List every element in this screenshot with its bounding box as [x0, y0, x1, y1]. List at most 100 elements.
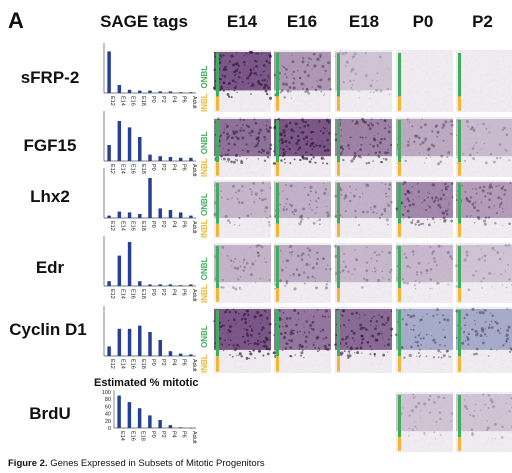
inbl-label: INBL [200, 219, 209, 238]
onbl-layer-bar [337, 246, 340, 288]
bar-p0 [148, 90, 152, 93]
tick-label-e16: E16 [130, 289, 136, 299]
bar-e16 [127, 89, 132, 93]
inbl-layer-bar [216, 288, 219, 302]
bar-e14 [117, 328, 122, 356]
tissue-texture [456, 50, 512, 112]
tick-label-e18: E18 [140, 431, 146, 441]
tissue-texture [214, 180, 271, 238]
bar-e16 [127, 127, 132, 161]
tissue-texture [396, 117, 453, 177]
micrograph-4-0 [213, 307, 272, 373]
bar-e16 [127, 402, 132, 428]
y-tick-label: 20 [105, 419, 111, 425]
bar-e16 [127, 242, 132, 286]
tick-label-p6: P6 [181, 431, 187, 438]
bar-adult [189, 157, 193, 161]
tick-label-p2: P2 [160, 221, 166, 228]
inbl-layer-bar [216, 223, 219, 237]
bar-e18 [137, 408, 142, 428]
inbl-layer-bar [276, 96, 279, 111]
bar-p6 [178, 353, 183, 356]
tissue-texture [396, 307, 453, 373]
inbl-label: INBL [200, 354, 209, 373]
tick-label-p4: P4 [170, 164, 176, 171]
caption-text: Genes Expressed in Subsets of Mitotic Pr… [47, 458, 265, 469]
bar-adult [189, 284, 193, 286]
onbl-layer-bar [276, 183, 279, 224]
inbl-layer-bar [398, 288, 401, 302]
tick-label-e12: E12 [109, 164, 115, 174]
bar-p6 [178, 157, 183, 161]
bar-e14 [117, 121, 122, 161]
micrograph-0-1 [273, 50, 332, 112]
bar-e14 [117, 211, 122, 218]
micrograph-2-3 [395, 180, 454, 238]
tissue-texture [214, 50, 271, 112]
sage-chart-4: E12 E14 E16 E18 P0 P2 P4 P6 Adult [103, 306, 197, 372]
tick-label-adult: Adult [191, 164, 197, 177]
sage-chart-2: E12 E14 E16 E18 P0 P2 P4 P6 Adult [103, 168, 197, 234]
tick-label-adult: Adult [191, 431, 197, 444]
bar-e14 [117, 395, 121, 428]
bar-p0 [148, 415, 152, 428]
inbl-layer-bar [398, 223, 401, 237]
inbl-layer-bar [398, 356, 401, 372]
tick-label-p6: P6 [181, 359, 187, 366]
tick-label-p6: P6 [181, 96, 187, 103]
tick-label-e18: E18 [140, 96, 146, 106]
bar-p4 [168, 351, 173, 356]
bar-p2 [158, 91, 162, 93]
onbl-layer-bar [276, 120, 279, 162]
tick-label-p2: P2 [160, 96, 166, 103]
tick-label-p0: P0 [150, 164, 156, 171]
bar-e14 [117, 85, 122, 93]
y-tick-label: 100 [102, 390, 111, 396]
onbl-label: ONBL [200, 325, 209, 348]
y-tick-label: 40 [105, 412, 111, 418]
micrograph-3-3 [396, 243, 454, 303]
inbl-layer-bar [276, 288, 279, 302]
gene-label-brdu: BrdU [29, 404, 71, 423]
tissue-texture [335, 117, 392, 177]
bar-e18 [138, 137, 142, 161]
tick-label-e18: E18 [140, 359, 146, 369]
tick-label-e16: E16 [130, 164, 136, 174]
bar-e12 [107, 145, 111, 161]
tissue-texture [335, 307, 392, 373]
onbl-layer-bar [337, 120, 340, 162]
header-stage-p2: P2 [472, 12, 493, 31]
header-stage-e14: E14 [226, 12, 258, 31]
inbl-label: INBL [200, 158, 209, 177]
tick-label-adult: Adult [191, 221, 197, 234]
onbl-layer-bar [276, 310, 279, 357]
gene-label-lhx2: Lhx2 [30, 187, 70, 206]
tick-label-e12: E12 [109, 96, 115, 106]
micrograph-3-1 [274, 243, 332, 303]
onbl-layer-bar [276, 246, 279, 288]
inbl-layer-bar [337, 288, 340, 302]
bar-e16 [127, 212, 132, 218]
bar-p0 [148, 178, 152, 218]
onbl-layer-bar [398, 395, 401, 437]
tick-label-e18: E18 [140, 289, 146, 299]
bar-p4 [168, 284, 173, 286]
bar-p6 [178, 285, 183, 286]
tick-label-p6: P6 [181, 164, 187, 171]
bar-p6 [178, 212, 183, 218]
bar-p2 [158, 208, 162, 218]
tick-label-e12: E12 [109, 359, 115, 369]
inbl-label: INBL [200, 284, 209, 303]
onbl-layer-bar [216, 53, 219, 97]
onbl-layer-bar [458, 183, 461, 224]
inbl-layer-bar [337, 96, 340, 111]
tick-label-e16: E16 [129, 431, 135, 441]
inbl-layer-bar [398, 437, 401, 451]
micrograph-4-2 [334, 307, 394, 373]
header-stage-p0: P0 [412, 12, 434, 31]
inbl-layer-bar [276, 356, 279, 372]
caption-label: Figure 2. [8, 458, 48, 469]
inbl-layer-bar [398, 162, 401, 176]
